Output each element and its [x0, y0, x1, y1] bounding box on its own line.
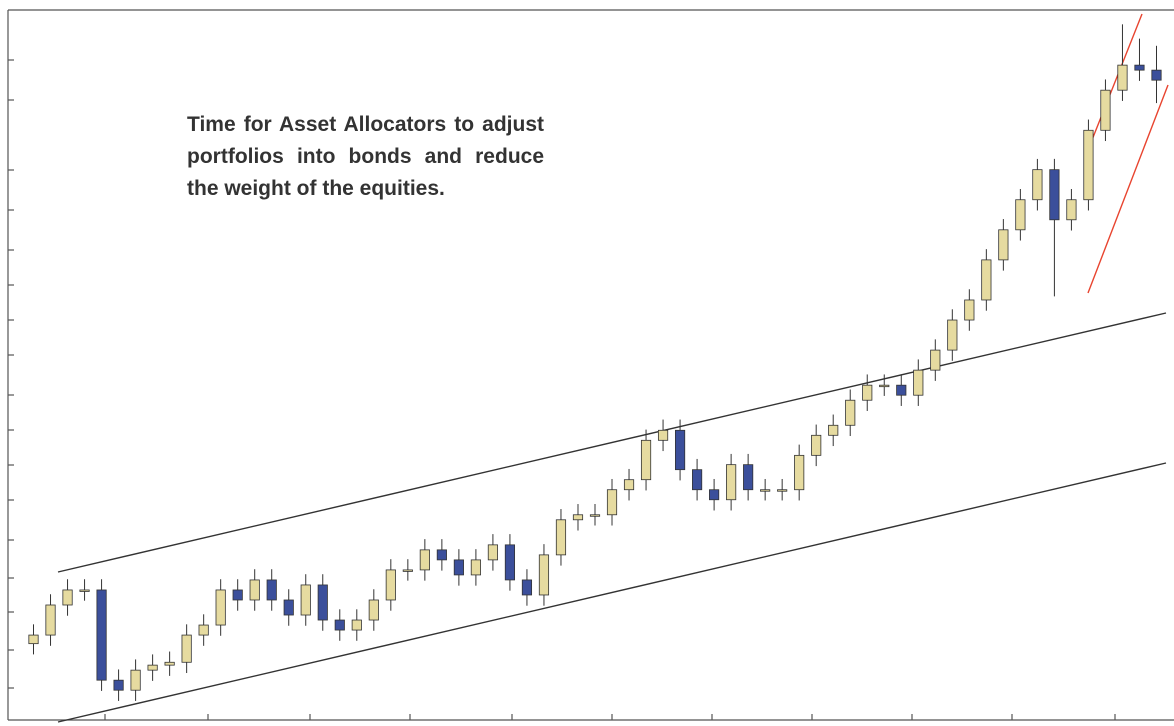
candle-body	[45, 604, 56, 636]
candle-body	[351, 619, 362, 631]
candle-body	[1117, 64, 1128, 91]
candle-body	[572, 514, 584, 521]
candle-body	[879, 384, 890, 388]
candle-body	[589, 514, 601, 517]
candle-body	[777, 489, 788, 492]
candle-body	[726, 464, 737, 501]
candle-body	[147, 664, 158, 671]
candle-body	[28, 634, 39, 645]
candle-body	[419, 549, 430, 571]
candle-body	[198, 624, 209, 636]
candle-body	[368, 599, 379, 621]
candle-body	[283, 599, 294, 616]
candle-body	[981, 259, 992, 301]
candle-body	[930, 349, 941, 371]
candle-body	[300, 584, 311, 616]
candle-body	[1100, 89, 1111, 131]
candle-body	[1066, 199, 1077, 221]
candle-body	[521, 579, 533, 596]
candle-body	[1134, 64, 1145, 71]
candle-body	[385, 569, 396, 601]
candle-body	[181, 634, 192, 663]
candle-body	[913, 369, 924, 396]
candle-body	[113, 679, 124, 691]
candle-body	[130, 669, 141, 691]
candle-body	[862, 384, 873, 401]
annotation: Time for Asset Allocators to adjust port…	[187, 113, 544, 200]
candle-body	[62, 589, 73, 606]
candle-body	[743, 464, 754, 491]
candles	[28, 24, 1162, 701]
candle-body	[538, 554, 550, 596]
candle-body	[964, 299, 975, 321]
candle-body	[1015, 199, 1026, 231]
candle-body	[606, 489, 618, 516]
candle-body	[453, 559, 464, 576]
candle-body	[402, 569, 413, 572]
candle-body	[1151, 69, 1162, 81]
candle-body	[436, 549, 447, 561]
candle-body	[1083, 129, 1094, 201]
candle-body	[947, 319, 958, 351]
candle-body	[334, 619, 345, 631]
candle-body	[640, 439, 652, 481]
candle-body	[760, 489, 771, 492]
candle-body	[266, 579, 277, 601]
candle-body	[811, 434, 822, 456]
candle-body	[317, 584, 328, 621]
candle-body	[232, 589, 243, 601]
candle-body	[692, 469, 703, 491]
candle-body	[896, 384, 907, 396]
candle-body	[470, 559, 481, 576]
candle-body	[96, 589, 107, 681]
candle-body	[657, 429, 669, 441]
candle-body	[79, 589, 90, 592]
candle-body	[794, 454, 805, 491]
candle-body	[998, 229, 1009, 261]
trend-channel-red	[1087, 13, 1169, 294]
candle-body	[215, 589, 226, 626]
frame	[7, 9, 1174, 721]
candle-body	[487, 544, 498, 561]
candle-body	[555, 519, 567, 556]
candle-body	[1032, 169, 1043, 201]
candle-body	[1049, 169, 1060, 221]
candle-body	[504, 544, 516, 581]
candle-body	[674, 429, 686, 471]
candle-body	[623, 479, 635, 491]
trend-lines	[57, 312, 1167, 723]
candle-body	[845, 399, 856, 426]
candle-body	[249, 579, 260, 601]
candle-body	[828, 424, 839, 436]
candle-body	[709, 489, 720, 501]
candle-body	[164, 661, 175, 666]
